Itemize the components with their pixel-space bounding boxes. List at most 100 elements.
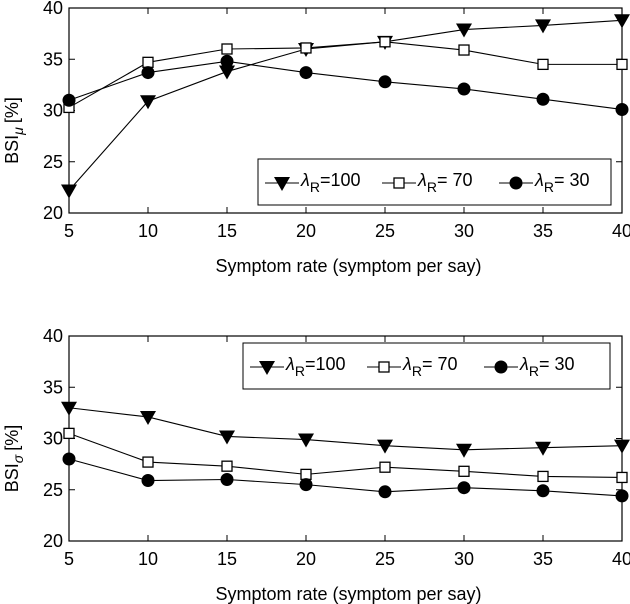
x-axis-label: Symptom rate (symptom per say): [215, 584, 481, 604]
data-point: [616, 58, 628, 71]
y-tick-label: 35: [43, 49, 63, 69]
legend-marker: [393, 177, 405, 189]
legend-label: λR= 70: [417, 170, 473, 195]
data-point: [142, 456, 154, 468]
y-tick-label: 20: [43, 203, 63, 223]
legend-label: λR= 30: [519, 354, 575, 379]
series-line: [68, 60, 623, 111]
data-point: [62, 93, 76, 107]
data-point: [535, 441, 551, 456]
x-tick-label: 40: [612, 549, 630, 569]
data-point: [221, 43, 233, 55]
legend: λR=100 λR= 70 λR= 30: [257, 158, 612, 206]
legend-entry-circle-filled: λR= 30: [499, 170, 590, 195]
y-tick-label: 25: [43, 480, 63, 500]
legend-entry-circle-filled: λR= 30: [484, 354, 575, 379]
series-line: [68, 458, 623, 497]
data-point: [537, 58, 549, 71]
y-tick-label: 40: [43, 0, 63, 18]
data-point: [219, 430, 235, 445]
legend-marker: [509, 176, 523, 190]
data-point: [457, 82, 471, 96]
data-point: [378, 75, 392, 89]
data-point: [62, 452, 76, 466]
x-tick-label: 35: [533, 221, 553, 241]
data-point: [379, 36, 391, 48]
data-point: [457, 481, 471, 495]
data-point: [377, 439, 393, 454]
legend-label: λR= 30: [534, 170, 590, 195]
x-tick-label: 5: [64, 549, 74, 569]
data-point: [535, 19, 551, 34]
data-point: [298, 433, 314, 448]
data-point: [140, 95, 156, 110]
y-tick-label: 25: [43, 152, 63, 172]
y-tick-label: 30: [43, 101, 63, 121]
data-point: [299, 478, 313, 492]
series-triangle-down: [61, 401, 630, 458]
legend-marker: [274, 177, 290, 191]
x-tick-label: 40: [612, 221, 630, 241]
legend-entry-triangle-down: λR=100: [250, 354, 346, 379]
y-tick-label: 40: [43, 326, 63, 346]
legend-label: λR= 70: [402, 354, 458, 379]
series-circle-filled: [62, 54, 629, 116]
data-point: [378, 485, 392, 499]
data-point: [537, 470, 549, 483]
legend-entry-triangle-down: λR=100: [265, 170, 361, 195]
y-tick-label: 20: [43, 531, 63, 551]
y-tick-label: 35: [43, 377, 63, 397]
legend-box: [257, 158, 612, 206]
x-tick-label: 5: [64, 221, 74, 241]
y-axis-label: BSIμ[%]: [2, 97, 26, 164]
data-point: [300, 42, 312, 54]
legend-marker: [494, 360, 508, 374]
x-tick-label: 35: [533, 549, 553, 569]
series-circle-filled: [62, 452, 629, 503]
legend-box: [242, 342, 611, 390]
data-point: [300, 468, 312, 481]
legend-entry-square-open: λR= 70: [367, 354, 458, 379]
data-point: [220, 54, 234, 68]
data-point: [142, 56, 154, 68]
data-point: [221, 460, 233, 472]
legend: λR=100 λR= 70 λR= 30: [242, 342, 611, 390]
x-tick-label: 15: [217, 549, 237, 569]
series-line: [68, 41, 622, 108]
data-point: [63, 427, 75, 440]
x-tick-label: 30: [454, 221, 474, 241]
data-point: [616, 471, 628, 484]
legend-marker: [259, 361, 275, 375]
data-point: [141, 474, 155, 488]
legend-entry-square-open: λR= 70: [382, 170, 473, 195]
data-point: [456, 23, 472, 38]
y-axis-label: BSIσ[%]: [2, 425, 26, 492]
x-tick-label: 30: [454, 549, 474, 569]
x-tick-label: 10: [138, 221, 158, 241]
series-square-open: [63, 36, 628, 114]
data-point: [614, 439, 630, 454]
data-point: [299, 66, 313, 80]
data-point: [536, 484, 550, 498]
data-point: [61, 184, 77, 199]
data-point: [379, 461, 391, 473]
x-tick-label: 10: [138, 549, 158, 569]
x-tick-label: 20: [296, 549, 316, 569]
series-line: [68, 407, 623, 451]
data-point: [140, 410, 156, 425]
data-point: [456, 443, 472, 458]
chart-panel-2: 5 10 15 20 25 30 35 40 20 25 30 35 40 Symptom rate (s…: [2, 326, 630, 604]
data-point: [458, 44, 470, 56]
data-point: [458, 465, 470, 477]
x-tick-label: 15: [217, 221, 237, 241]
data-point: [536, 92, 550, 106]
x-tick-label: 20: [296, 221, 316, 241]
data-point: [219, 65, 235, 80]
legend-marker: [378, 361, 390, 373]
data-point: [220, 473, 234, 486]
chart-panel-1: 5 10 15 20 25 30 35 40 20 25 30 35 40 Symptom rate (s…: [2, 0, 630, 276]
y-tick-label: 30: [43, 429, 63, 449]
data-point: [61, 401, 77, 416]
data-point: [141, 66, 155, 80]
